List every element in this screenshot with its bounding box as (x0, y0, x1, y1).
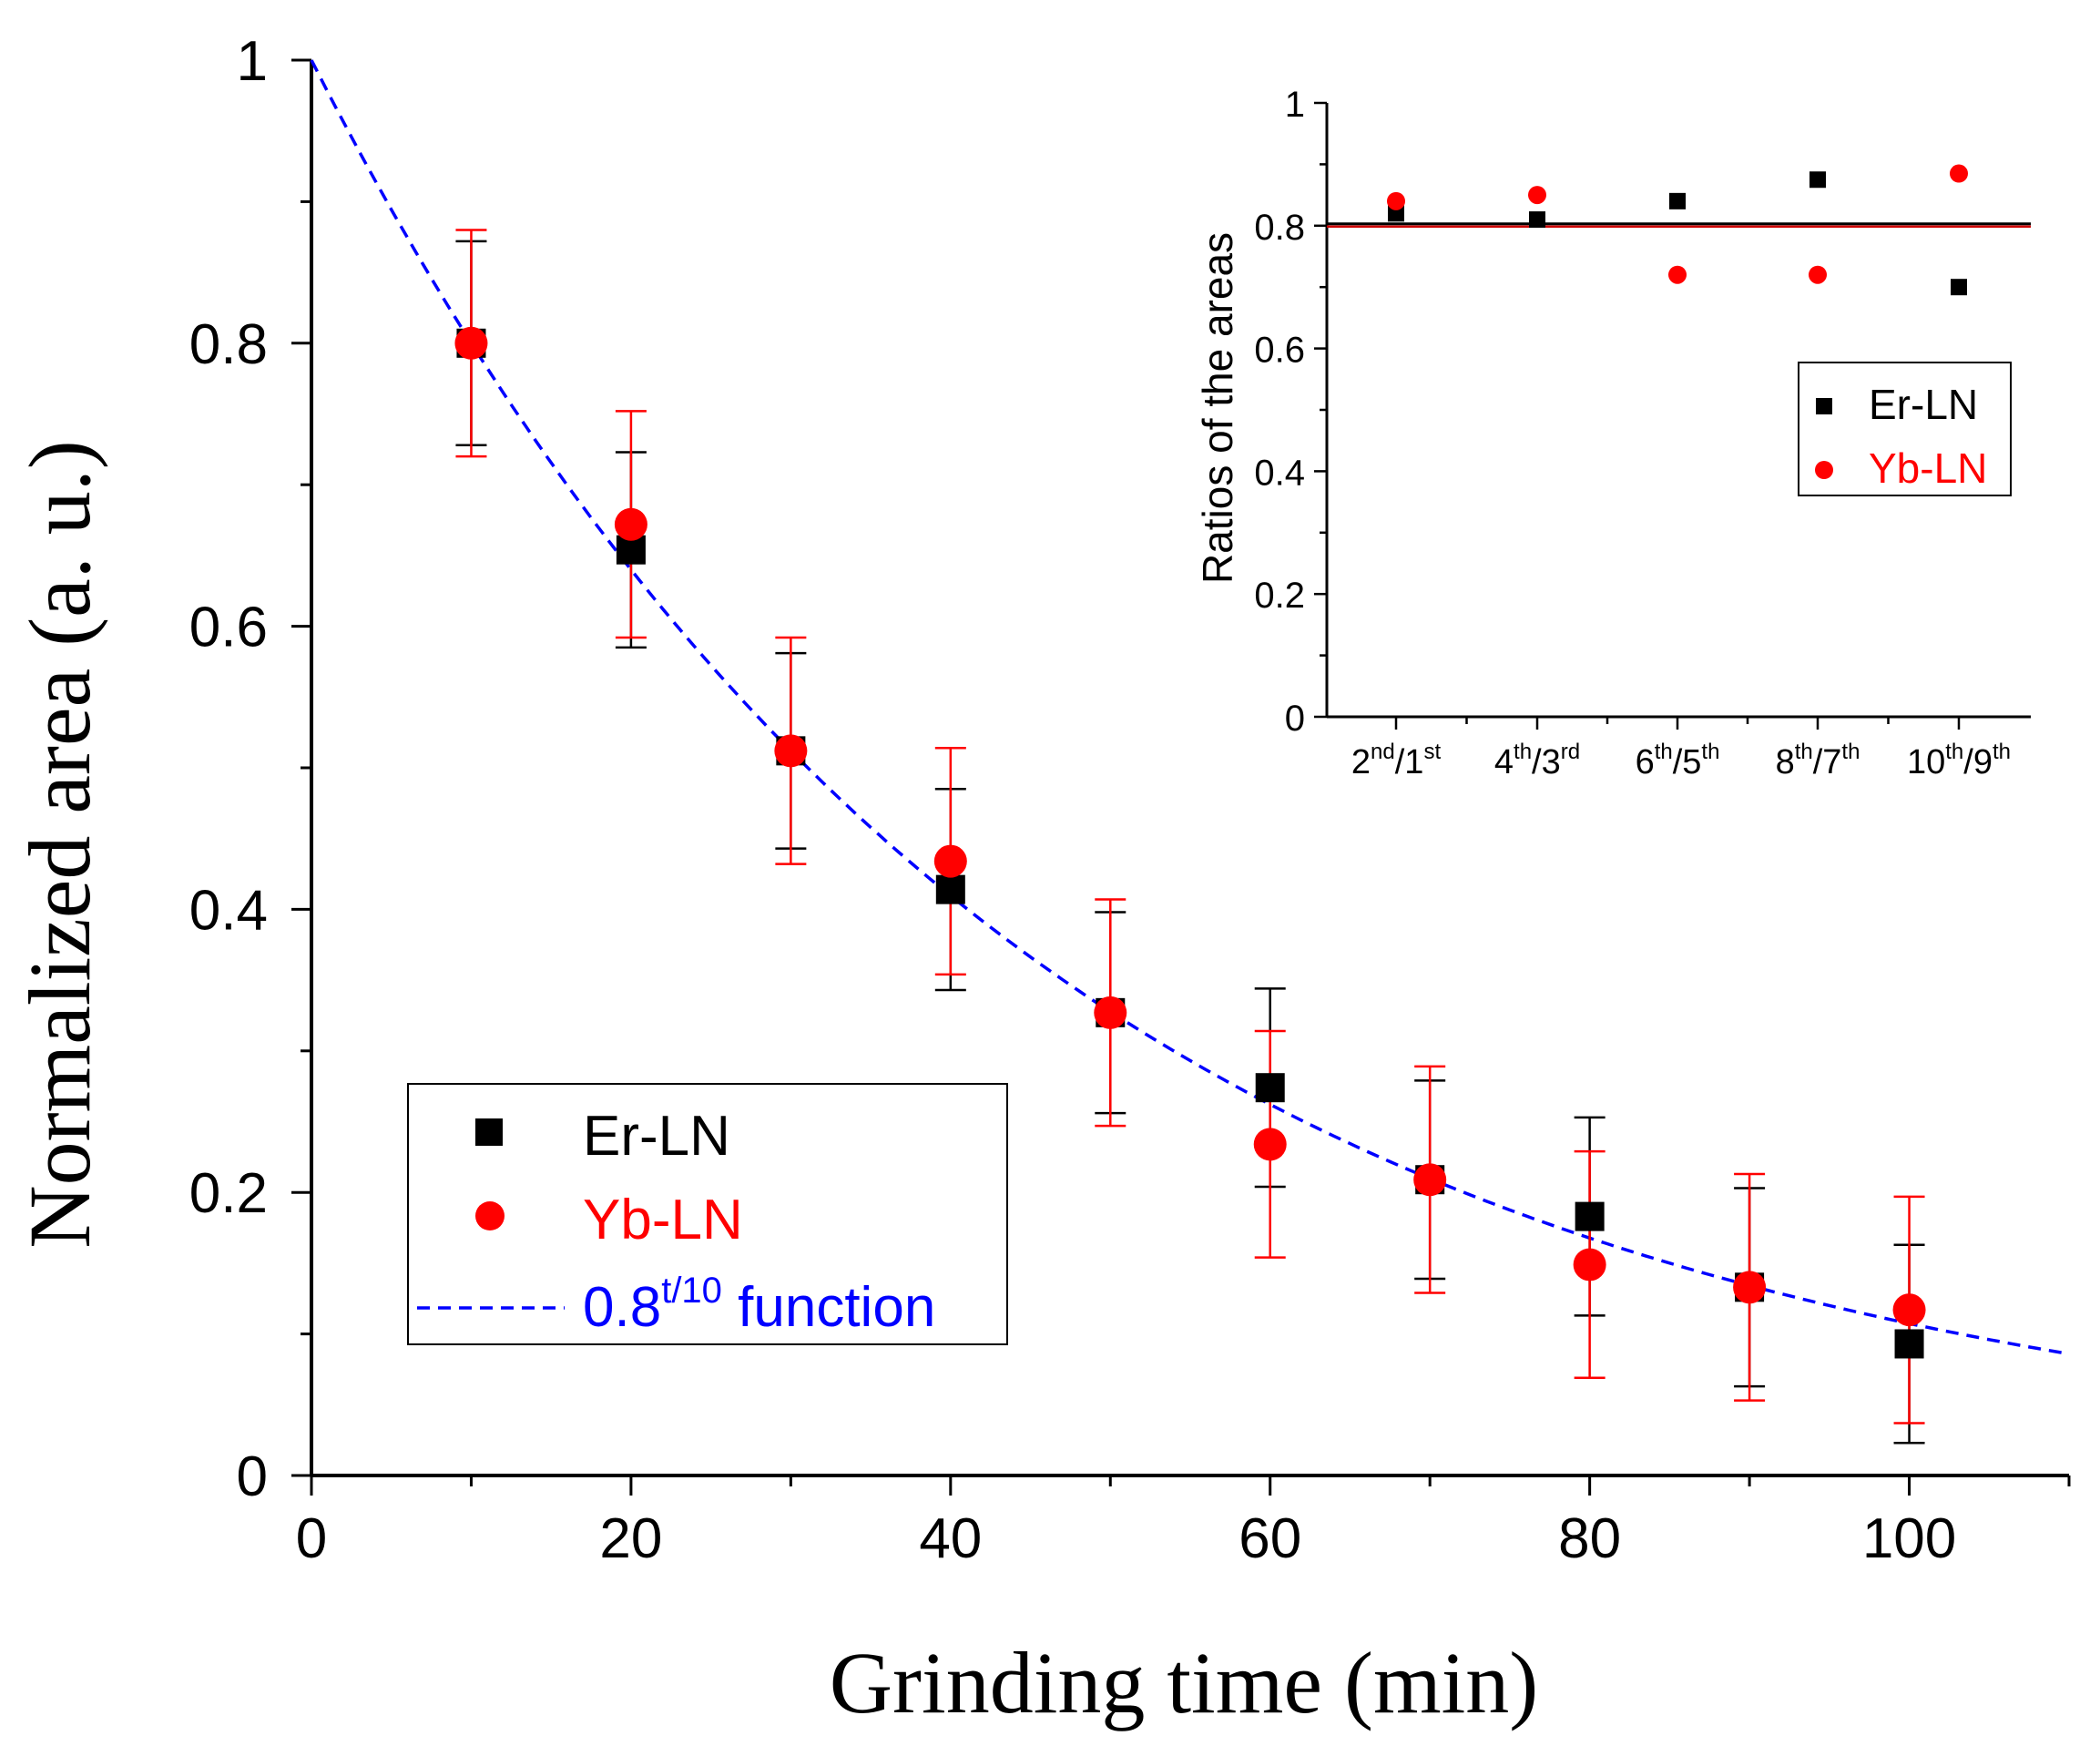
legend-er-marker (475, 1118, 503, 1146)
inset-x-tick-label-sup: st (1423, 740, 1441, 764)
inset-legend: Er-LN Yb-LN (1798, 362, 2012, 496)
y-tick-label: 1 (237, 30, 268, 93)
inset-legend-er-label: Er-LN (1869, 381, 1978, 428)
x-tick-label: 40 (919, 1507, 982, 1570)
inset-x-tick-label-sup: th (1514, 740, 1532, 764)
inset-x-tick-label-part: /7 (1813, 743, 1842, 781)
inset-x-tick-label-part: /1 (1395, 743, 1424, 781)
inset-x-tick-label-sup: th (1945, 740, 1963, 764)
inset-y-tick-label: 0.8 (1254, 208, 1305, 248)
inset-x-tick-label-part: 4 (1494, 743, 1514, 781)
yb-data-point (454, 326, 488, 360)
y-tick-label: 0.4 (189, 879, 268, 942)
inset-x-tick-label-sup: nd (1371, 740, 1395, 764)
inset-x-tick-label-sup: th (1993, 740, 2011, 764)
inset-y-axis-label: Ratios of the areas (1194, 232, 1241, 584)
inset-legend-yb-label: Yb-LN (1869, 444, 1987, 492)
er-data-point (1255, 1073, 1285, 1103)
inset-x-tick-label-part: 10 (1907, 743, 1945, 781)
inset-yb-data-point (1809, 265, 1827, 284)
inset-x-tick-label: 2nd/1st (1351, 740, 1442, 781)
y-tick-label: 0.6 (189, 597, 268, 659)
inset-y-tick-label: 0.4 (1254, 453, 1305, 493)
yb-data-point (1733, 1271, 1767, 1304)
legend-fn-suffix: function (722, 1276, 935, 1339)
inset-x-tick-label-part: 6 (1636, 743, 1655, 781)
er-data-point (935, 874, 965, 904)
inset-x-tick-label-sup: th (1841, 740, 1860, 764)
inset-x-tick-label-sup: th (1701, 740, 1719, 764)
yb-data-point (1094, 996, 1127, 1029)
x-tick-label: 60 (1239, 1507, 1301, 1570)
er-data-point (1894, 1329, 1924, 1359)
y-tick-label: 0.2 (189, 1162, 268, 1225)
inset-legend-er-marker (1816, 398, 1832, 414)
inset-y-tick-label: 0.6 (1254, 331, 1305, 371)
inset-legend-frame (1798, 362, 2012, 496)
fit-curve (310, 59, 2070, 1356)
inset-y-tick-label: 1 (1285, 85, 1305, 125)
yb-data-point (1892, 1293, 1926, 1327)
inset-er-data-point (1809, 171, 1826, 189)
inset-legend-yb-marker (1815, 461, 1833, 479)
x-tick-label: 0 (296, 1507, 327, 1570)
inset-data-markers (1387, 164, 1968, 296)
yb-data-point (1413, 1163, 1447, 1197)
legend-fn-exponent: t/10 (661, 1271, 722, 1311)
x-tick-label: 100 (1862, 1507, 1956, 1570)
inset-er-data-point (1669, 192, 1686, 209)
inset-x-tick-label-part: /9 (1963, 743, 1993, 781)
legend-frame (407, 1083, 1008, 1345)
er-data-point (1575, 1201, 1605, 1231)
inset-x-tick-label-sup: th (1795, 740, 1813, 764)
data-markers (454, 326, 1926, 1359)
inset-x-tick-label-part: /5 (1673, 743, 1702, 781)
inset-yb-data-point (1950, 164, 1968, 183)
yb-data-point (774, 734, 808, 768)
fit-curve-group (310, 59, 2070, 1356)
inset-x-tick-label-sup: th (1655, 740, 1673, 764)
inset-yb-data-point (1387, 191, 1405, 210)
legend-er-label: Er-LN (583, 1105, 730, 1168)
x-tick-label: 20 (599, 1507, 662, 1570)
inset-x-tick-label: 8th/7th (1776, 740, 1860, 781)
inset-x-tick-label-sup: rd (1561, 740, 1580, 764)
y-tick-label: 0 (237, 1445, 268, 1508)
inset-y-tick-label: 0.2 (1254, 576, 1305, 616)
inset-x-tick-label-part: /3 (1532, 743, 1561, 781)
inset-yb-data-point (1528, 186, 1546, 205)
legend-yb-marker (475, 1201, 505, 1230)
legend-fn-label: 0.8t/10 function (583, 1271, 935, 1339)
inset-er-data-point (1388, 205, 1404, 222)
inset-y-tick-label: 0 (1285, 699, 1305, 739)
inset-x-tick-label: 10th/9th (1907, 740, 2011, 781)
y-axis-label: Normalized area (a. u.) (11, 440, 108, 1248)
inset-x-tick-label-part: 8 (1776, 743, 1795, 781)
yb-data-point (614, 507, 647, 541)
inset-er-data-point (1951, 279, 1967, 296)
x-tick-label: 80 (1558, 1507, 1621, 1570)
inset-x-tick-label: 6th/5th (1636, 740, 1720, 781)
legend-yb-label: Yb-LN (583, 1189, 743, 1251)
legend-fn-base: 0.8 (583, 1276, 661, 1339)
inset-yb-data-point (1668, 265, 1687, 284)
x-axis-label: Grinding time (min) (830, 1634, 1539, 1731)
inset-x-tick-label: 4th/3rd (1494, 740, 1580, 781)
legend: Er-LN Yb-LN 0.8t/10 function (407, 1083, 1008, 1345)
inset-er-data-point (1529, 211, 1545, 229)
yb-data-point (933, 844, 967, 878)
y-tick-label: 0.8 (189, 313, 268, 376)
inset-x-tick-label-part: 2 (1351, 743, 1371, 781)
yb-data-point (1253, 1128, 1287, 1161)
yb-data-point (1573, 1248, 1606, 1281)
